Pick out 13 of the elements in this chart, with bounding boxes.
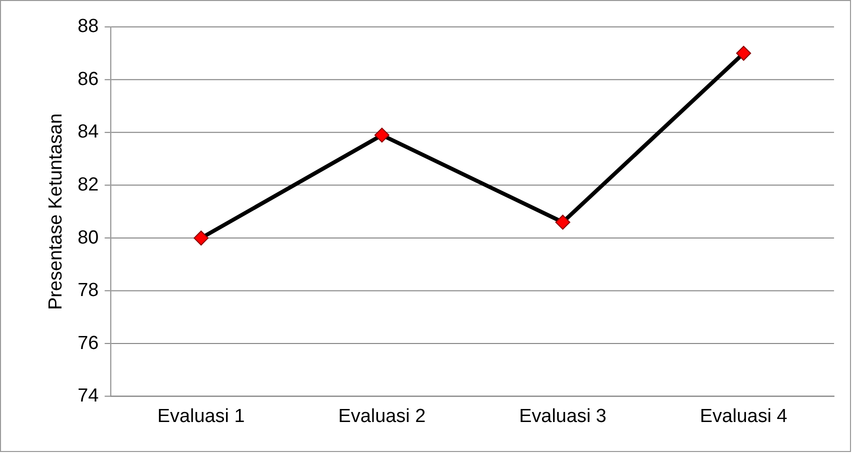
y-tick-label: 80 (78, 227, 99, 248)
x-tick-label: Evaluasi 1 (157, 406, 245, 427)
y-tick-label: 74 (78, 386, 99, 407)
y-axis-title: Presentase Ketuntasan (45, 113, 66, 310)
x-tick-label: Evaluasi 2 (338, 406, 426, 427)
x-tick-label: Evaluasi 3 (519, 406, 606, 427)
y-tick-label: 76 (78, 332, 99, 354)
y-tick-label: 88 (78, 16, 99, 38)
x-tick-label: Evaluasi 4 (700, 406, 788, 427)
y-tick-label: 84 (78, 122, 99, 143)
y-tick-label: 78 (78, 280, 99, 302)
y-tick-label: 82 (78, 174, 99, 196)
y-tick-label: 86 (78, 68, 99, 90)
